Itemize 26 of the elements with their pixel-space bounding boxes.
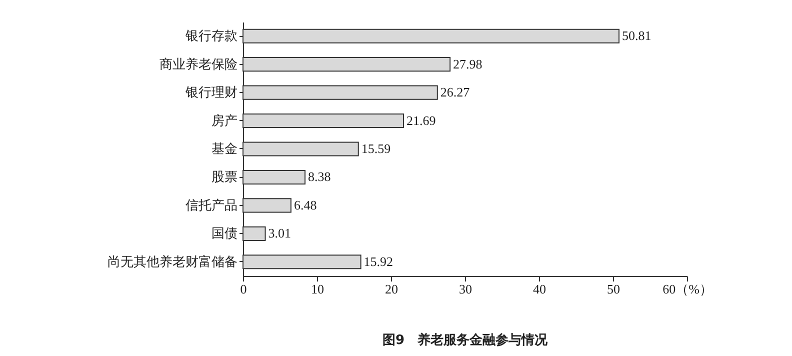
x-tick-label: 30	[459, 282, 472, 296]
x-tick-label: 50	[607, 282, 620, 296]
y-tick-label: 房产	[212, 112, 238, 128]
y-tick-label: 国债	[212, 226, 238, 241]
y-tick-label: 尚无其他养老财富储备	[108, 254, 238, 269]
data-label: 26.27	[440, 84, 470, 100]
y-tick-label: 基金	[212, 141, 238, 156]
data-label: 21.69	[406, 112, 436, 128]
x-tick-label: 40	[533, 282, 546, 296]
data-label: 8.38	[308, 169, 331, 184]
text: 图9 养老服务金融参与情况	[382, 332, 549, 348]
data-label: 15.59	[361, 141, 391, 156]
y-tick-label: 银行存款	[184, 28, 238, 44]
x-tick-label: 0	[240, 282, 247, 296]
y-tick-label: 信托产品	[186, 197, 238, 212]
y-tick-label: 股票	[212, 169, 238, 184]
data-label: 3.01	[268, 226, 292, 241]
data-label: 27.98	[453, 56, 482, 72]
y-tick-label: 银行理财	[184, 84, 238, 100]
x-tick-label: 20	[385, 282, 398, 296]
data-label: 50.81	[622, 28, 652, 44]
y-tick-label: 商业养老保险	[160, 56, 238, 72]
x-tick-label: 60（%）	[662, 282, 712, 296]
data-label: 6.48	[294, 197, 317, 212]
data-label: 15.92	[364, 254, 394, 269]
x-tick-label: 10	[311, 282, 324, 296]
